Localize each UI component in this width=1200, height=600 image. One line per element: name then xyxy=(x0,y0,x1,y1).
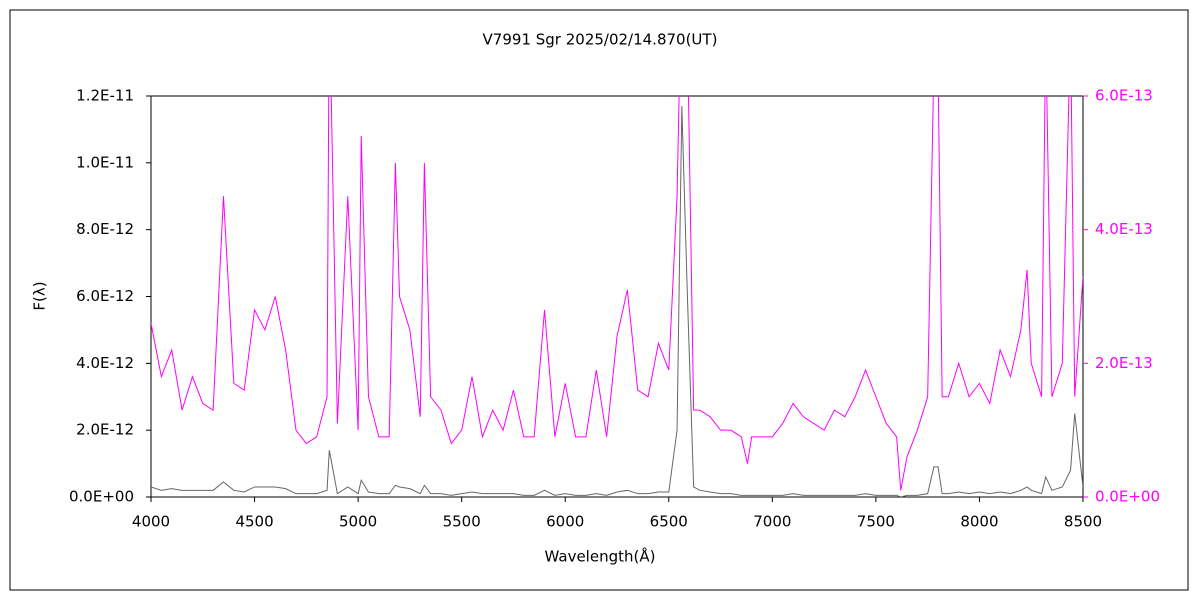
x-tick-label: 5000 xyxy=(339,513,377,531)
x-axis-label: Wavelength(Å) xyxy=(545,547,656,566)
chart-title: V7991 Sgr 2025/02/14.870(UT) xyxy=(483,31,718,49)
y-tick-label: 1.0E-11 xyxy=(76,153,134,171)
x-tick-label: 7000 xyxy=(753,513,791,531)
spectrum-line xyxy=(151,106,1083,497)
y-tick-label: 6.0E-12 xyxy=(76,287,134,305)
y2-tick-label: 4.0E-13 xyxy=(1095,220,1153,238)
y2-tick-label: 0.0E+00 xyxy=(1095,488,1160,506)
frame xyxy=(9,9,1189,591)
x-tick-label: 8500 xyxy=(1064,513,1102,531)
x-tick-label: 6000 xyxy=(546,513,584,531)
y-tick-label: 4.0E-12 xyxy=(76,354,134,372)
spectrum-line xyxy=(151,96,1083,491)
y2-tick-label: 2.0E-13 xyxy=(1095,354,1153,372)
x-tick-label: 5500 xyxy=(443,513,481,531)
x-tick-label: 6500 xyxy=(650,513,688,531)
x-tick-label: 4500 xyxy=(235,513,273,531)
x-tick-label: 8000 xyxy=(960,513,998,531)
y2-tick-label: 6.0E-13 xyxy=(1095,87,1153,105)
y-axis-label: F(λ) xyxy=(31,281,49,310)
y-tick-label: 0.0E+00 xyxy=(69,488,134,506)
y-tick-label: 1.2E-11 xyxy=(76,87,134,105)
x-tick-label: 4000 xyxy=(132,513,170,531)
y-tick-label: 8.0E-12 xyxy=(76,220,134,238)
y-tick-label: 2.0E-12 xyxy=(76,421,134,439)
plot-area xyxy=(150,95,1084,498)
x-tick-label: 7500 xyxy=(857,513,895,531)
